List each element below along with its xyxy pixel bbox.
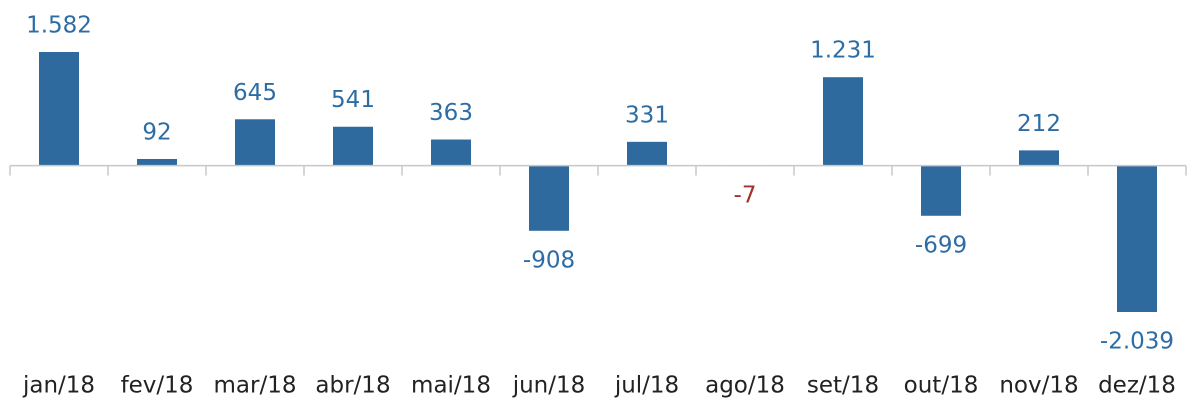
x-tick-label: nov/18 (999, 373, 1078, 399)
value-label: -2.039 (1100, 329, 1174, 355)
x-tick-label: mai/18 (411, 373, 491, 399)
x-tick-label: jun/18 (512, 373, 586, 399)
bar (39, 52, 79, 166)
value-label: 541 (331, 87, 375, 113)
value-label: -699 (915, 232, 967, 258)
bar (1019, 150, 1059, 166)
x-tick-label: jul/18 (614, 373, 679, 399)
bar (1117, 165, 1157, 312)
value-label: 1.231 (810, 38, 876, 64)
x-tick-label: fev/18 (121, 373, 194, 399)
value-label: -7 (734, 183, 757, 209)
bar (627, 141, 667, 166)
value-label: 645 (233, 80, 277, 106)
x-tick-label: out/18 (904, 373, 979, 399)
x-tick-label: mar/18 (214, 373, 297, 399)
bar (921, 165, 961, 216)
bar (333, 126, 373, 166)
x-tick-label: set/18 (807, 373, 879, 399)
bar (235, 119, 275, 166)
bar (431, 139, 471, 166)
bar (529, 165, 569, 231)
value-label: 331 (625, 102, 669, 128)
value-label: 1.582 (26, 13, 92, 39)
bar (137, 158, 177, 166)
bar (823, 77, 863, 166)
value-label: 92 (142, 119, 171, 145)
value-label: -908 (523, 247, 575, 273)
value-label: 212 (1017, 111, 1061, 137)
x-tick-label: ago/18 (705, 373, 785, 399)
value-label: 363 (429, 100, 473, 126)
x-tick-label: abr/18 (315, 373, 390, 399)
x-tick-label: jan/18 (22, 373, 95, 399)
x-tick-label: dez/18 (1098, 373, 1176, 399)
